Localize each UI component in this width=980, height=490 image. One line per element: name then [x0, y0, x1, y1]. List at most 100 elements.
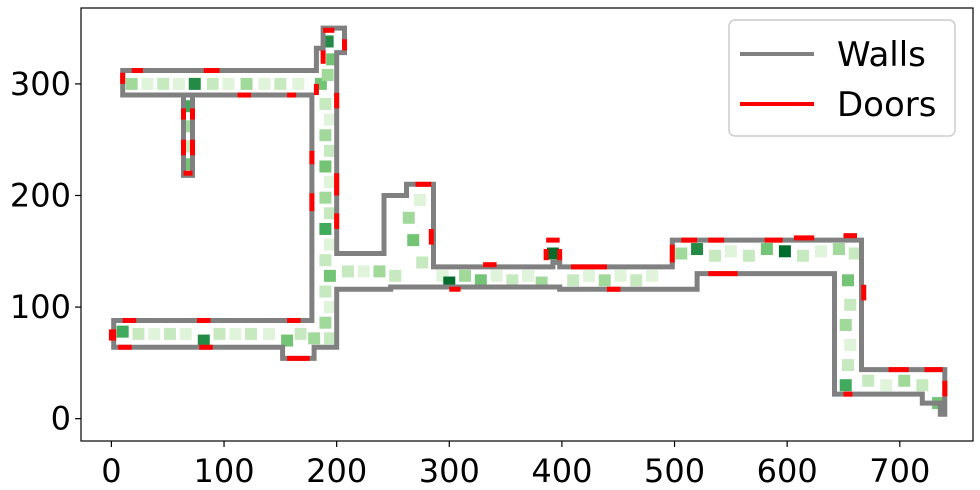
- heat-cell: [778, 245, 791, 258]
- x-tick-label: 300: [419, 452, 480, 490]
- heat-cell: [862, 374, 875, 387]
- heat-cell: [319, 285, 332, 298]
- heat-cell: [841, 359, 854, 372]
- heat-cell: [614, 269, 627, 282]
- heat-cell: [630, 274, 643, 287]
- heat-cell: [308, 332, 321, 345]
- heat-cell: [459, 269, 472, 282]
- heat-cell: [172, 77, 185, 90]
- heat-cell: [760, 243, 773, 256]
- heat-cell: [319, 316, 332, 329]
- axes-frame: [80, 7, 974, 442]
- y-tick-label: 200: [10, 176, 71, 214]
- heat-cell: [598, 274, 611, 287]
- y-tick-label: 100: [10, 288, 71, 326]
- heat-cell: [691, 243, 704, 256]
- heat-cell: [206, 77, 219, 90]
- heat-cell: [414, 193, 427, 206]
- x-tick-label: 600: [757, 452, 818, 490]
- heat-cell: [294, 327, 307, 340]
- heat-cell: [197, 334, 210, 347]
- heat-cell: [474, 274, 487, 287]
- x-tick-label: 100: [193, 452, 254, 490]
- heat-cell: [148, 327, 161, 340]
- heat-cell: [407, 234, 420, 247]
- axes: 0 100 200 300 400 500 600 700 0 100 200 300: [10, 7, 974, 490]
- heat-cell: [880, 379, 893, 392]
- heat-cell: [844, 298, 857, 311]
- heat-cell: [132, 327, 145, 340]
- heat-cell: [319, 160, 332, 173]
- heat-cell: [490, 269, 503, 282]
- heat-cell: [839, 318, 852, 331]
- heat-cell: [567, 274, 580, 287]
- x-tick-label: 0: [101, 452, 121, 490]
- heat-cell: [832, 243, 845, 256]
- heat-cell: [229, 327, 242, 340]
- heat-cell: [724, 245, 737, 258]
- heat-cell: [281, 334, 294, 347]
- heat-cell: [839, 379, 852, 392]
- heat-cell: [125, 77, 138, 90]
- heat-cell: [213, 327, 226, 340]
- y-tick-label: 0: [51, 400, 71, 438]
- heat-cell: [916, 379, 929, 392]
- heat-cell: [709, 249, 722, 262]
- x-tick-label: 700: [869, 452, 930, 490]
- heat-cell: [814, 245, 827, 258]
- heat-cell: [323, 207, 336, 220]
- heat-cell: [163, 327, 176, 340]
- x-tick-label: 200: [306, 452, 367, 490]
- heat-cell: [402, 211, 415, 224]
- heat-cell: [319, 129, 332, 142]
- heat-cell: [188, 77, 201, 90]
- heat-cell: [323, 144, 336, 157]
- heat-cell: [323, 176, 336, 189]
- heat-cell: [898, 374, 911, 387]
- heat-cell: [582, 269, 595, 282]
- x-tick-label: 400: [531, 452, 592, 490]
- heat-cell: [323, 113, 336, 126]
- heat-cell: [848, 247, 861, 260]
- heat-cell: [675, 247, 688, 260]
- heat-cell: [319, 222, 332, 235]
- heat-cell: [844, 339, 857, 352]
- heat-cell: [263, 327, 276, 340]
- heat-cell: [323, 301, 336, 314]
- heat-cell: [116, 325, 129, 338]
- x-tick-label: 500: [644, 452, 705, 490]
- heat-cell: [179, 327, 192, 340]
- heat-cell: [222, 77, 235, 90]
- heat-cell: [841, 274, 854, 287]
- heat-cell: [319, 191, 332, 204]
- heat-cell: [240, 77, 253, 90]
- heat-cell: [796, 249, 809, 262]
- plot-area: [108, 25, 948, 417]
- heat-cell: [319, 97, 332, 110]
- legend-frame: [728, 19, 956, 137]
- heat-cell: [323, 269, 336, 282]
- heat-cell: [389, 269, 402, 282]
- y-tick-label: 300: [10, 65, 71, 103]
- heat-cell: [522, 269, 535, 282]
- heat-cell: [258, 77, 271, 90]
- legend-walls-label: Walls: [837, 35, 926, 75]
- heat-cell: [546, 247, 559, 260]
- legend: Walls Doors: [728, 19, 956, 137]
- heat-cell: [742, 249, 755, 262]
- heat-cell: [373, 265, 386, 278]
- legend-doors-label: Doors: [837, 85, 936, 125]
- heat-cell: [274, 77, 287, 90]
- heat-cell: [157, 77, 170, 90]
- heat-cell: [321, 68, 334, 81]
- heat-cell: [245, 327, 258, 340]
- heat-cell: [357, 265, 370, 278]
- heat-cell: [319, 254, 332, 267]
- heat-cell: [323, 332, 336, 345]
- heat-cell: [292, 77, 305, 90]
- heat-cell: [341, 265, 354, 278]
- heat-cell: [323, 238, 336, 251]
- heat-cell: [646, 269, 659, 282]
- heat-cell: [506, 274, 519, 287]
